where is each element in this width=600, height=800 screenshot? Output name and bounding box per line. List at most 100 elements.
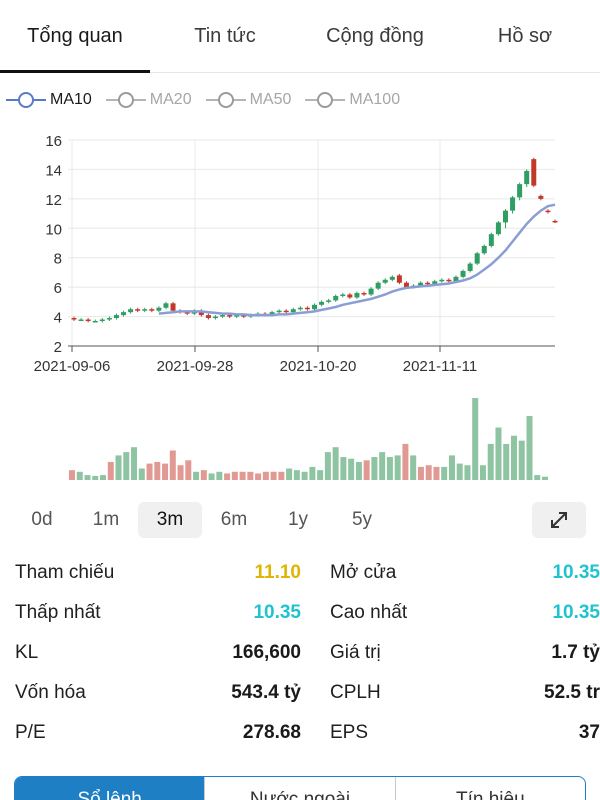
tab-overview[interactable]: Tổng quan — [0, 0, 150, 73]
range-1y[interactable]: 1y — [287, 509, 309, 530]
candle-body — [396, 275, 402, 283]
candle-body — [375, 282, 381, 289]
range-5y[interactable]: 5y — [351, 509, 373, 530]
stat-value: 52.5 tr — [544, 682, 600, 703]
volume-bar — [69, 470, 75, 480]
volume-bar — [410, 455, 417, 480]
candle-body — [290, 309, 296, 313]
volume-bar — [107, 461, 114, 480]
candle-body — [510, 197, 516, 211]
candle-body — [92, 320, 98, 323]
stat-reference: Tham chiếu 11.10 — [15, 553, 301, 593]
candle-body — [78, 319, 84, 322]
ma20-toggle[interactable]: MA20 — [105, 90, 192, 110]
candle-body — [156, 307, 162, 311]
candle-body — [439, 279, 445, 282]
candle-body — [340, 294, 346, 296]
stats-row: Tham chiếu 11.10 Mở cửa 10.35 — [0, 553, 600, 593]
candle-body — [545, 210, 551, 213]
candle-body — [488, 234, 494, 246]
ma100-toggle[interactable]: MA100 — [305, 90, 400, 110]
tab-order-book[interactable]: Sổ lệnh — [15, 777, 205, 800]
candle-body — [241, 315, 247, 317]
tab-news[interactable]: Tin tức — [194, 24, 256, 47]
candle-body — [453, 276, 459, 282]
volume-bar — [293, 470, 300, 480]
candle-body — [212, 316, 218, 319]
stat-open: Mở cửa 10.35 — [330, 553, 600, 593]
volume-bar — [487, 443, 494, 480]
volume-bar — [123, 452, 130, 480]
volume-bar — [193, 471, 200, 480]
candle-body — [481, 245, 487, 254]
range-6m[interactable]: 6m — [220, 509, 248, 530]
volume-bar — [301, 471, 308, 480]
ma10-toggle[interactable]: MA10 — [6, 90, 92, 110]
range-0d[interactable]: 0d — [31, 509, 53, 530]
candle-body — [361, 293, 367, 295]
stat-value: 278.68 — [242, 722, 301, 743]
volume-bar — [247, 471, 254, 480]
candle-body — [418, 282, 424, 286]
stat-value-traded: Giá trị 1.7 tỷ — [330, 633, 600, 673]
candle-body — [149, 309, 155, 311]
y-tick-label: 16 — [45, 133, 62, 150]
stat-high: Cao nhất 10.35 — [330, 593, 600, 633]
x-tick-label: 2021-10-20 — [280, 358, 357, 375]
stat-value: 10.35 — [552, 562, 600, 583]
volume-bar — [131, 447, 138, 480]
tab-community[interactable]: Cộng đồng — [326, 24, 424, 47]
volume-bar — [417, 466, 424, 480]
stats-row: Vốn hóa 543.4 tỷ CPLH 52.5 tr — [0, 673, 600, 713]
candle-body — [304, 307, 310, 310]
range-3m[interactable]: 3m — [138, 502, 202, 538]
expand-chart-button[interactable] — [532, 502, 586, 538]
volume-bar — [239, 471, 246, 480]
volume-bar — [162, 463, 169, 480]
range-1m[interactable]: 1m — [92, 509, 120, 530]
volume-bar — [464, 465, 471, 480]
stat-pe: P/E 278.68 — [15, 713, 301, 753]
price-chart[interactable]: 16 14 12 10 8 6 4 2 2021-09-06 2021-09-28 2021-10-… — [0, 125, 600, 375]
candle-body — [297, 307, 303, 310]
candle-body — [135, 309, 141, 311]
line-dot-icon — [205, 92, 246, 108]
candle-body — [205, 315, 211, 319]
y-tick-label: 4 — [54, 310, 62, 327]
ma100-label: MA100 — [349, 91, 401, 108]
volume-bar — [255, 473, 262, 480]
tab-foreign[interactable]: Nước ngoài — [204, 777, 394, 800]
stat-value: 10.35 — [253, 602, 301, 623]
candle-body — [220, 315, 226, 317]
volume-bar — [270, 471, 277, 480]
stat-value: 11.10 — [254, 562, 302, 583]
y-tick-label: 12 — [45, 192, 62, 209]
stat-value: 166,600 — [232, 642, 301, 663]
candle-body — [382, 279, 388, 283]
ma50-toggle[interactable]: MA50 — [205, 90, 292, 110]
ma50-label: MA50 — [249, 91, 292, 108]
candle-body — [333, 295, 339, 301]
tab-profile[interactable]: Hồ sơ — [497, 24, 553, 47]
volume-bar — [456, 463, 463, 480]
volume-bar — [425, 465, 432, 480]
stats-table: Tham chiếu 11.10 Mở cửa 10.35 Thấp nhất 10.… — [0, 553, 600, 753]
volume-bar — [309, 466, 316, 480]
stat-label: Cao nhất — [330, 602, 408, 623]
bottom-segmented-tabs: Sổ lệnh Nước ngoài Tín hiệu — [14, 776, 586, 800]
volume-bar — [100, 475, 107, 480]
candle-body — [170, 303, 176, 311]
volume-bar — [394, 455, 401, 480]
range-selector: 0d 1m 3m 6m 1y 5y — [0, 500, 600, 540]
stat-label: KL — [15, 642, 39, 663]
x-tick-label: 2021-09-28 — [157, 358, 234, 375]
tab-signals[interactable]: Tín hiệu — [394, 777, 585, 800]
candle-body — [198, 310, 204, 316]
volume-bar — [371, 457, 378, 480]
stats-row: Thấp nhất 10.35 Cao nhất 10.35 — [0, 593, 600, 633]
volume-bar — [286, 468, 293, 480]
x-tick-label: 2021-11-11 — [403, 358, 478, 375]
stats-row: KL 166,600 Giá trị 1.7 tỷ — [0, 633, 600, 673]
volume-bar — [379, 452, 386, 480]
y-tick-label: 2 — [54, 339, 62, 356]
